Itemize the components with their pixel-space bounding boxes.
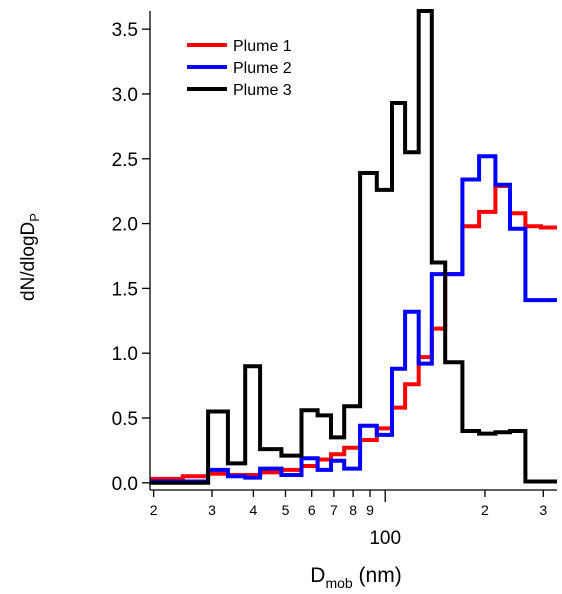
y-tick-label: 3.0: [112, 85, 138, 106]
y-tick-label: 2.5: [112, 150, 138, 171]
y-tick-label: 3.5: [112, 20, 138, 41]
x-minor-tick-label: 2: [481, 502, 489, 518]
x-axis-title: Dmob (nm): [310, 564, 401, 591]
y-tick-label: 1.5: [112, 279, 138, 300]
x-minor-tick-label: 2: [150, 502, 158, 518]
series-line-plume-3: [150, 9, 557, 485]
legend: Plume 1 Plume 2 Plume 3: [187, 38, 292, 99]
x-minor-tick-label: 8: [349, 502, 357, 518]
x-minor-tick-label: 5: [282, 502, 290, 518]
legend-label: Plume 1: [233, 38, 292, 55]
y-tick-label: 1.0: [112, 344, 138, 365]
x-major-tick-label: 100: [369, 528, 401, 549]
y-tick-label: 0.5: [112, 409, 138, 430]
y-tick-label: 2.0: [112, 215, 138, 236]
x-minor-tick-label: 3: [208, 502, 216, 518]
series-line-plume-2: [150, 154, 557, 484]
x-minor-tick-label: 6: [308, 502, 316, 518]
x-minor-tick-label: 9: [366, 502, 374, 518]
y-tick-label: 0.0: [112, 474, 138, 495]
x-minor-tick-label: 4: [249, 502, 257, 518]
axes: 0.0 0.5 1.0 1.5 2.0 2.5 3.0 3.5 2 3 4 5 6 7 8 9 2 3 100: [112, 11, 557, 549]
y-axis-title: dN/dlogDP: [18, 213, 42, 301]
x-minor-tick-label: 7: [330, 502, 338, 518]
legend-label: Plume 3: [233, 82, 292, 99]
plot-area: [150, 9, 557, 485]
x-minor-tick-label: 3: [539, 502, 547, 518]
legend-label: Plume 2: [233, 60, 292, 77]
